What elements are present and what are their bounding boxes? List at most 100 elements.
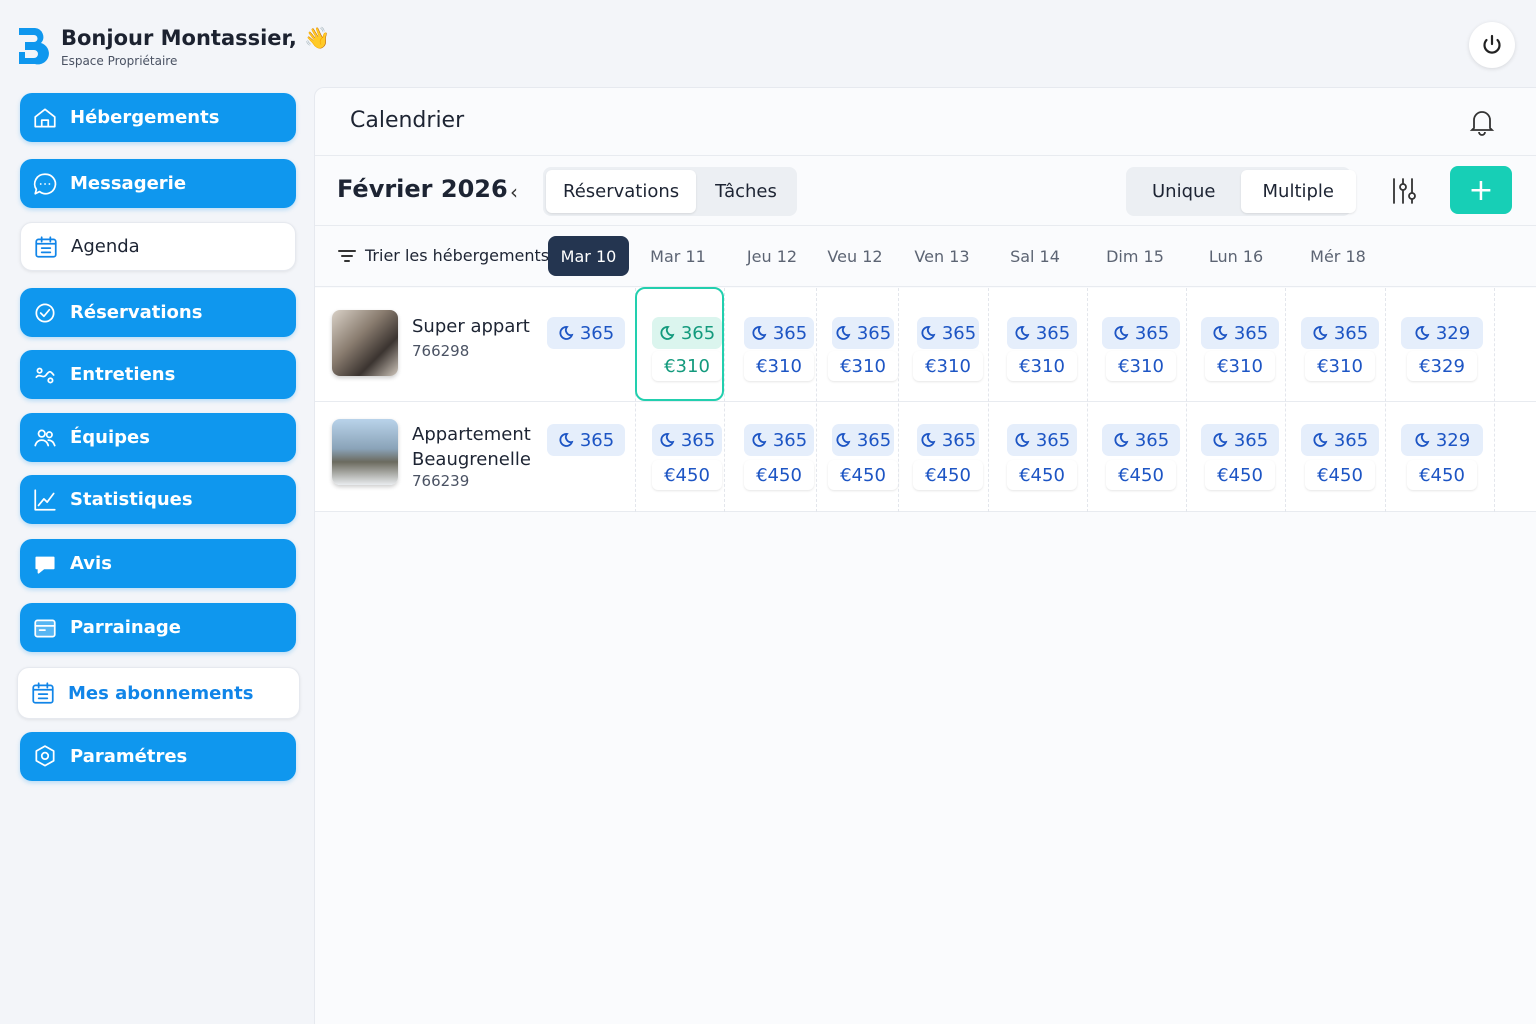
price-badge[interactable]: €450 xyxy=(1007,460,1077,490)
nights-badge[interactable]: 365 xyxy=(1102,424,1180,456)
sidebar-item-messagerie[interactable]: Messagerie xyxy=(20,159,296,208)
price-badge[interactable]: €450 xyxy=(1205,460,1275,490)
moon-icon xyxy=(559,326,574,340)
nights-badge[interactable]: 365 xyxy=(1102,317,1180,349)
price-badge[interactable]: €450 xyxy=(1305,460,1375,490)
sidebar-item-avis[interactable]: Avis xyxy=(20,539,296,588)
sidebar-item-label: Avis xyxy=(70,553,112,574)
date-header[interactable]: Ven 13 xyxy=(914,246,970,266)
property-row: Appartement Beaugrenelle 766239 365 365 €45… xyxy=(315,402,1536,512)
nights-badge[interactable]: 365 xyxy=(744,317,814,349)
tab-taches[interactable]: Tâches xyxy=(715,181,777,202)
nights-value: 365 xyxy=(1035,322,1071,344)
review-icon xyxy=(32,551,58,577)
moon-icon xyxy=(1213,433,1228,447)
price-badge[interactable]: €310 xyxy=(913,351,983,381)
property-thumbnail[interactable] xyxy=(332,310,398,376)
nights-value: 329 xyxy=(1435,429,1471,451)
nights-badge[interactable]: 365 xyxy=(652,424,722,456)
price-badge[interactable]: €450 xyxy=(744,460,814,490)
price-badge[interactable]: €450 xyxy=(913,460,983,490)
tab-reservations[interactable]: Réservations xyxy=(546,170,697,213)
nights-badge[interactable]: 365 xyxy=(547,317,625,349)
nights-value: 365 xyxy=(941,322,977,344)
column-divider xyxy=(635,288,636,512)
reservation-icon xyxy=(32,300,58,326)
nights-badge[interactable]: 365 xyxy=(917,424,979,456)
sidebar-item-parrainage[interactable]: Parrainage xyxy=(20,603,296,652)
property-id: 766239 xyxy=(412,472,470,490)
date-header[interactable]: Mar 11 xyxy=(650,246,706,266)
sidebar-item-equipes[interactable]: Équipes xyxy=(20,413,296,462)
chat-icon xyxy=(32,171,58,197)
nights-badge[interactable]: 365 xyxy=(1301,424,1379,456)
property-name[interactable]: Appartement Beaugrenelle xyxy=(412,424,531,470)
price-badge[interactable]: €450 xyxy=(1106,460,1176,490)
price-badge[interactable]: €310 xyxy=(744,351,814,381)
moon-icon xyxy=(752,326,767,340)
sidebar-item-hebergements[interactable]: Hébergements xyxy=(20,93,296,142)
sidebar-item-agenda[interactable]: Agenda xyxy=(20,222,296,271)
nights-badge[interactable]: 365 xyxy=(652,317,722,349)
sidebar-item-mes-abonnements[interactable]: Mes abonnements xyxy=(17,667,300,719)
price-badge[interactable]: €310 xyxy=(1205,351,1275,381)
sidebar-item-statistiques[interactable]: Statistiques xyxy=(20,475,296,524)
price-badge[interactable]: €310 xyxy=(1305,351,1375,381)
tab-multiple[interactable]: Multiple xyxy=(1240,170,1356,213)
date-header[interactable]: Sal 14 xyxy=(1010,246,1060,266)
nights-badge[interactable]: 365 xyxy=(1007,424,1077,456)
nights-badge[interactable]: 365 xyxy=(1201,424,1279,456)
price-badge[interactable]: €310 xyxy=(1106,351,1176,381)
nights-value: 365 xyxy=(1134,429,1170,451)
property-name[interactable]: Super appart xyxy=(412,316,530,337)
nights-value: 365 xyxy=(1233,429,1269,451)
price-badge[interactable]: €310 xyxy=(652,351,722,381)
sidebar-item-reservations[interactable]: Réservations xyxy=(20,288,296,337)
price-badge[interactable]: €450 xyxy=(828,460,898,490)
logout-button[interactable] xyxy=(1469,22,1515,68)
moon-icon xyxy=(1213,326,1228,340)
settings-icon xyxy=(32,744,58,770)
add-button[interactable]: + xyxy=(1450,166,1512,214)
price-badge[interactable]: €450 xyxy=(652,460,722,490)
nights-badge[interactable]: 329 xyxy=(1401,424,1483,456)
sidebar-item-parametres[interactable]: Paramétres xyxy=(20,732,296,781)
page-title: Calendrier xyxy=(350,108,465,133)
sidebar-item-label: Parrainage xyxy=(70,617,181,638)
selected-cell-highlight xyxy=(635,287,724,401)
price-badge[interactable]: €329 xyxy=(1407,351,1477,381)
sort-properties-button[interactable]: Trier les hébergements xyxy=(337,246,549,265)
nights-badge[interactable]: 365 xyxy=(1201,317,1279,349)
nights-badge[interactable]: 365 xyxy=(547,424,625,456)
nights-badge[interactable]: 365 xyxy=(832,317,894,349)
price-badge[interactable]: €310 xyxy=(828,351,898,381)
date-header[interactable]: Mér 18 xyxy=(1310,246,1366,266)
tab-unique[interactable]: Unique xyxy=(1152,181,1216,202)
nights-value: 365 xyxy=(1233,322,1269,344)
sidebar-item-entretiens[interactable]: Entretiens xyxy=(20,350,296,399)
moon-icon xyxy=(1114,433,1129,447)
filter-sliders-icon[interactable] xyxy=(1390,176,1416,206)
date-header[interactable]: Veu 12 xyxy=(827,246,883,266)
price-badge[interactable]: €310 xyxy=(1007,351,1077,381)
nights-badge[interactable]: 365 xyxy=(1301,317,1379,349)
nights-badge[interactable]: 329 xyxy=(1401,317,1483,349)
price-badge[interactable]: €450 xyxy=(1407,460,1477,490)
nights-badge[interactable]: 365 xyxy=(832,424,894,456)
sort-icon xyxy=(338,249,356,262)
column-divider xyxy=(988,288,989,512)
date-header[interactable]: Mar 10 xyxy=(548,236,629,276)
date-header[interactable]: Jeu 12 xyxy=(746,246,798,266)
previous-month-button[interactable]: ‹ xyxy=(510,180,518,204)
nights-value: 329 xyxy=(1435,322,1471,344)
date-header[interactable]: Lun 16 xyxy=(1208,246,1264,266)
nights-badge[interactable]: 365 xyxy=(744,424,814,456)
notification-bell-icon[interactable] xyxy=(1469,108,1495,136)
view-tabs: Réservations Tâches xyxy=(543,167,797,216)
nights-badge[interactable]: 365 xyxy=(917,317,979,349)
moon-icon xyxy=(559,433,574,447)
date-header[interactable]: Dim 15 xyxy=(1106,246,1164,266)
property-thumbnail[interactable] xyxy=(332,419,398,485)
nights-badge[interactable]: 365 xyxy=(1007,317,1077,349)
sidebar-item-label: Entretiens xyxy=(70,364,176,385)
